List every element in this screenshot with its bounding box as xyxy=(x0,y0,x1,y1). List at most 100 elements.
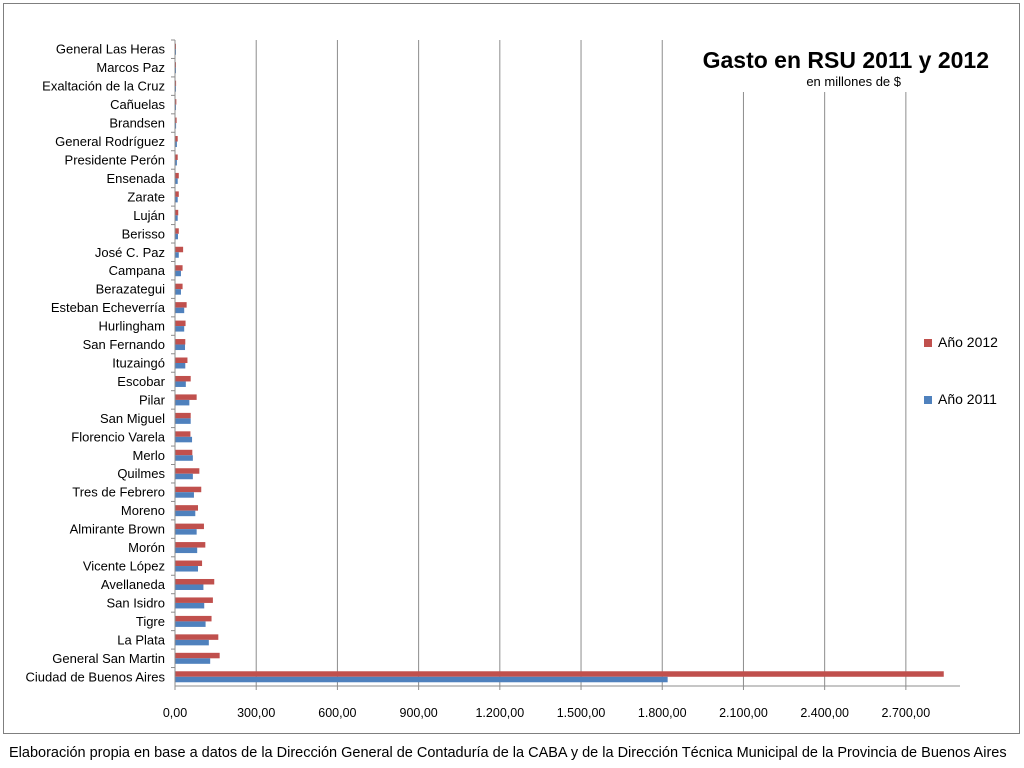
bar-2012 xyxy=(175,209,179,216)
category-label: Escobar xyxy=(117,374,165,389)
bar-2012 xyxy=(175,117,177,124)
gridlines xyxy=(255,40,907,686)
chart-frame: General Las Heras Marcos Paz Exaltación de… xyxy=(3,3,1020,734)
source-note: Elaboración propia en base a datos de la… xyxy=(9,745,1007,761)
bar-2011 xyxy=(175,159,177,166)
legend: Año 2012 Año 2011 xyxy=(924,334,998,407)
bar-2011 xyxy=(175,436,193,443)
bar-2012 xyxy=(175,505,199,511)
legend-label: Año 2011 xyxy=(938,391,997,407)
x-tick-label: 1.500,00 xyxy=(557,706,606,720)
category-label: Tigre xyxy=(136,614,165,629)
category-label: Ensenada xyxy=(106,171,165,186)
bar-2012 xyxy=(175,634,219,640)
category-label: San Isidro xyxy=(106,595,165,610)
category-label: Berazategui xyxy=(96,282,165,297)
category-label: Vicente López xyxy=(83,559,165,574)
bar-2011 xyxy=(175,141,177,148)
category-label: San Miguel xyxy=(100,411,165,426)
bar-2011 xyxy=(175,270,181,277)
category-label: Exaltación de la Cruz xyxy=(42,79,165,94)
category-label: Florencio Varela xyxy=(71,429,165,444)
category-label: Moreno xyxy=(121,503,165,518)
chart-subtitle: en millones de $ xyxy=(806,74,901,89)
legend-label: Año 2012 xyxy=(938,334,998,350)
bar-2012 xyxy=(175,652,220,659)
category-label: Merlo xyxy=(132,448,165,463)
category-label: Campana xyxy=(109,263,166,278)
x-tick-label: 2.700,00 xyxy=(882,706,931,720)
bar-2012 xyxy=(175,320,186,327)
bar-2011 xyxy=(175,676,668,683)
bar-2011 xyxy=(175,289,181,295)
bar-2012 xyxy=(175,542,206,548)
category-label: Morón xyxy=(128,540,165,555)
bar-2011 xyxy=(175,566,199,572)
bar-2011 xyxy=(175,363,186,369)
bar-2011 xyxy=(175,602,205,609)
bar-2012 xyxy=(175,265,183,271)
axes xyxy=(171,39,960,690)
bar-2011 xyxy=(175,639,209,646)
bar-2012 xyxy=(175,99,177,105)
bar-2011 xyxy=(175,215,178,221)
category-label: General Las Heras xyxy=(56,42,166,57)
bar-2012 xyxy=(175,283,183,290)
bar-2011 xyxy=(175,196,178,203)
category-label: Hurlingham xyxy=(99,319,165,334)
bar-2012 xyxy=(175,375,191,382)
bar-2011 xyxy=(175,529,197,535)
bar-2012 xyxy=(175,357,188,363)
bar-2011 xyxy=(175,492,194,498)
bar-2012 xyxy=(175,560,203,567)
category-label: José C. Paz xyxy=(95,245,165,260)
bar-2012 xyxy=(175,486,202,493)
bar-2012 xyxy=(175,578,215,585)
x-tick-label: 2.400,00 xyxy=(800,706,849,720)
bar-2011 xyxy=(175,510,196,517)
category-label: General San Martin xyxy=(52,651,165,666)
bars xyxy=(175,43,944,683)
bar-2012 xyxy=(175,523,204,530)
bar-2012 xyxy=(175,154,178,160)
x-tick-label: 300,00 xyxy=(237,706,275,720)
bar-2012 xyxy=(175,339,186,345)
bar-2012 xyxy=(175,246,184,253)
bar-2011 xyxy=(175,326,185,332)
category-label: Zarate xyxy=(127,189,165,204)
x-tick-label: 2.100,00 xyxy=(719,706,768,720)
bar-2011 xyxy=(175,123,177,129)
bar-2011 xyxy=(175,473,193,480)
category-label: Pilar xyxy=(139,392,166,407)
category-label: Brandsen xyxy=(109,116,165,131)
category-label: Ciudad de Buenos Aires xyxy=(26,669,166,684)
x-tick-labels: 0,00 300,00 600,00 900,00 1.200,00 1.500,00 1.… xyxy=(163,706,930,720)
category-label: Presidente Perón xyxy=(65,152,165,167)
bar-2012 xyxy=(175,615,212,622)
bar-2012 xyxy=(175,412,191,419)
bar-2011 xyxy=(175,233,178,240)
x-tick-label: 0,00 xyxy=(163,706,187,720)
category-labels: General Las Heras Marcos Paz Exaltación de… xyxy=(26,42,166,685)
bar-2012 xyxy=(175,449,193,456)
category-label: Esteban Echeverría xyxy=(51,300,166,315)
bar-2012 xyxy=(175,394,197,400)
bar-2012 xyxy=(175,80,177,87)
category-label: Quilmes xyxy=(117,466,165,481)
bar-2011 xyxy=(175,455,193,461)
legend-swatch xyxy=(924,339,932,347)
bar-2011 xyxy=(175,621,206,627)
category-label: General Rodríguez xyxy=(55,134,165,149)
bar-2011 xyxy=(175,307,185,314)
legend-swatch xyxy=(924,396,932,404)
bar-2011 xyxy=(175,547,198,554)
category-label: Marcos Paz xyxy=(96,60,165,75)
category-label: San Fernando xyxy=(83,337,165,352)
category-label: Cañuelas xyxy=(110,97,165,112)
bar-2012 xyxy=(175,468,200,474)
bar-2011 xyxy=(175,399,190,406)
bar-2012 xyxy=(175,597,213,603)
bar-2011 xyxy=(175,584,204,590)
category-label: Tres de Febrero xyxy=(72,485,165,500)
bar-2011 xyxy=(175,178,178,184)
